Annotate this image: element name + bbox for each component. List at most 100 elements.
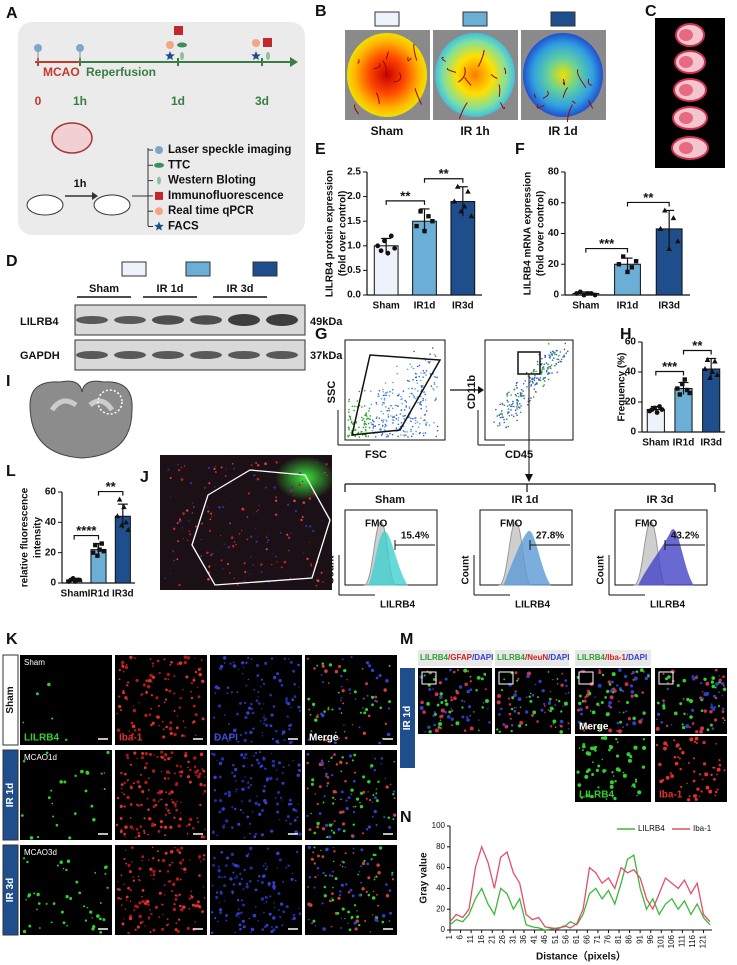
data-point — [95, 553, 100, 558]
cell — [55, 823, 59, 827]
cell — [323, 471, 326, 474]
cell — [246, 882, 249, 885]
cell — [215, 736, 218, 739]
event — [435, 435, 438, 438]
cell — [641, 691, 644, 694]
cell — [503, 678, 506, 681]
cell — [198, 672, 202, 677]
cell — [455, 690, 460, 695]
series-line — [449, 844, 711, 930]
icon — [266, 52, 270, 60]
cell — [663, 741, 668, 746]
event — [431, 347, 434, 349]
cell — [449, 668, 452, 672]
cell — [272, 881, 276, 885]
event — [529, 380, 532, 382]
cell — [333, 820, 336, 823]
cell — [136, 803, 139, 806]
event — [379, 427, 381, 430]
significance-label: ** — [439, 166, 450, 181]
cell — [200, 835, 204, 839]
cell — [168, 726, 173, 731]
y-tick-label: 0 — [553, 290, 559, 301]
event — [436, 429, 439, 432]
label: FACS — [168, 221, 199, 233]
event — [563, 348, 566, 351]
event — [533, 379, 536, 382]
cell — [179, 812, 182, 814]
cell — [236, 877, 239, 879]
cell — [598, 670, 602, 675]
cell — [276, 867, 278, 869]
cell — [272, 705, 276, 708]
event — [543, 363, 546, 366]
data-point — [77, 577, 82, 583]
cell — [147, 789, 150, 792]
cell — [666, 744, 669, 747]
cell — [634, 780, 638, 783]
event — [544, 376, 547, 379]
cell — [250, 927, 255, 932]
cell — [175, 922, 178, 925]
cell — [235, 788, 238, 791]
cell — [283, 739, 286, 742]
event — [543, 380, 546, 382]
label: Merge — [309, 733, 339, 744]
cell — [341, 689, 345, 693]
vessel — [566, 104, 573, 122]
cell — [209, 518, 212, 521]
cell — [196, 770, 199, 773]
cell — [292, 669, 296, 673]
event — [363, 389, 366, 392]
significance-bracket — [385, 200, 426, 205]
event — [402, 390, 405, 392]
cell — [321, 520, 323, 522]
cell — [272, 675, 277, 680]
cell — [152, 665, 154, 668]
event — [410, 417, 412, 420]
cell — [481, 706, 484, 709]
event — [418, 375, 421, 378]
y-tick-label: 0.0 — [347, 290, 361, 301]
ventricle — [49, 398, 78, 412]
cell — [370, 858, 373, 861]
cell — [529, 699, 533, 703]
event — [430, 385, 433, 387]
cell — [218, 798, 223, 803]
cell — [460, 699, 464, 702]
cell — [496, 700, 501, 705]
cell — [256, 511, 258, 513]
event — [365, 413, 367, 416]
y-tick-label: 0.5 — [347, 265, 361, 276]
event — [517, 395, 520, 398]
cell — [255, 461, 258, 464]
event — [352, 423, 354, 425]
cell — [555, 698, 558, 701]
cell — [285, 905, 289, 909]
cell — [721, 717, 725, 720]
event — [368, 407, 371, 410]
event — [518, 407, 521, 409]
y-tick-label: 0 — [630, 427, 636, 438]
cell — [327, 708, 330, 711]
event — [516, 398, 518, 401]
band — [228, 314, 260, 326]
cell — [614, 780, 617, 783]
cell — [177, 918, 181, 921]
cell — [167, 757, 171, 761]
cell — [176, 662, 180, 666]
cell — [677, 756, 680, 759]
cell — [287, 764, 290, 766]
cell — [662, 699, 665, 702]
event — [506, 392, 509, 395]
cell — [316, 664, 319, 667]
label: Reperfusion — [86, 65, 156, 79]
data-point — [675, 386, 680, 391]
cell — [358, 871, 361, 873]
event — [360, 431, 362, 433]
cell — [169, 477, 172, 480]
cell — [243, 666, 245, 668]
cell — [314, 793, 316, 795]
cell — [606, 689, 610, 694]
cell — [367, 779, 371, 784]
